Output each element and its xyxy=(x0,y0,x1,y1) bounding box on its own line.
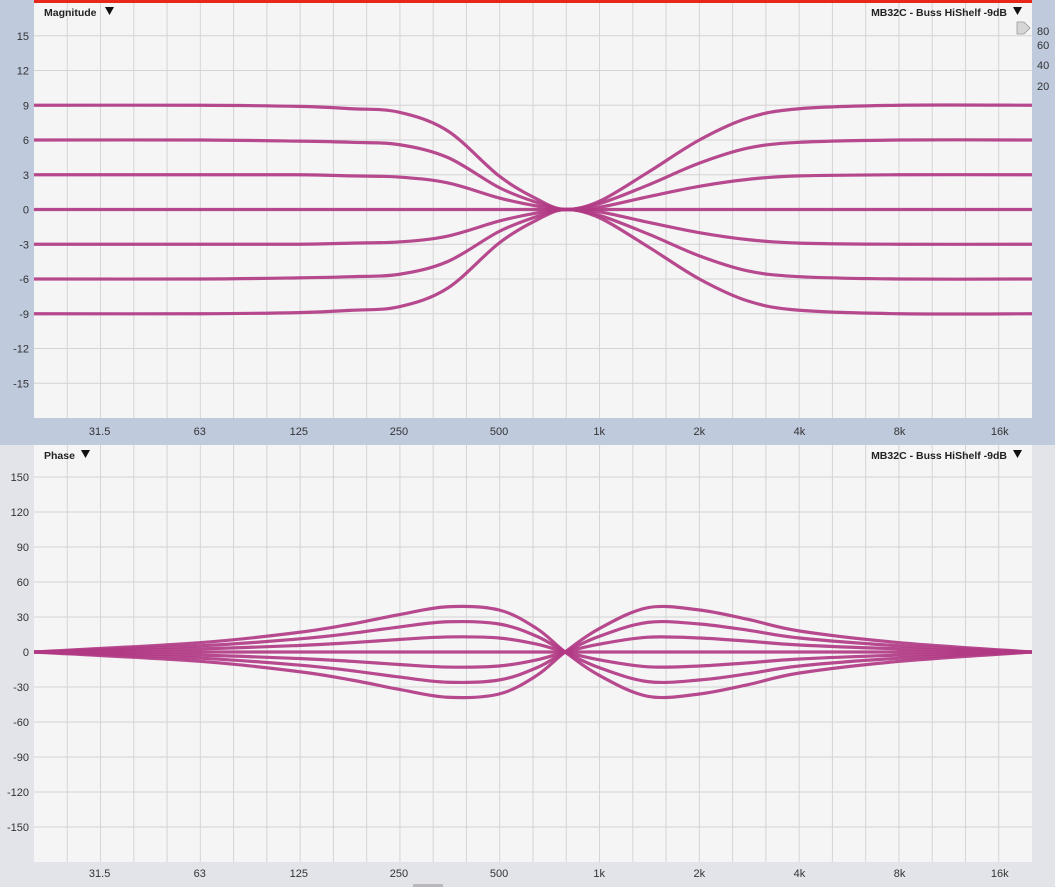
phase-series-line-6 xyxy=(34,604,1032,700)
x-tick-label: 125 xyxy=(290,426,308,438)
x-tick-label: 500 xyxy=(490,868,508,880)
x-tick-label: 2k xyxy=(694,868,706,880)
y-tick-label: 150 xyxy=(11,472,29,484)
y-tick-label: 15 xyxy=(17,31,29,43)
x-tick-label: 250 xyxy=(390,426,408,438)
y-tick-label: 30 xyxy=(17,612,29,624)
right-axis-tick-label: 60 xyxy=(1037,40,1049,52)
right-axis-tick-label: 40 xyxy=(1037,60,1049,72)
x-tick-label: 1k xyxy=(593,426,605,438)
limit-line xyxy=(34,0,1032,3)
magnitude-series-line-6 xyxy=(34,207,1032,316)
scrollbar-thumb[interactable] xyxy=(413,884,443,887)
y-tick-label: -120 xyxy=(7,787,29,799)
y-tick-label: 12 xyxy=(17,66,29,78)
y-tick-label: -6 xyxy=(19,274,29,286)
triangle-down-icon[interactable] xyxy=(81,450,90,458)
phase-series-line-2 xyxy=(34,635,1032,669)
phase-series-line-0 xyxy=(34,604,1032,700)
x-tick-label: 1k xyxy=(593,868,605,880)
x-tick-label: 250 xyxy=(390,868,408,880)
triangle-down-icon[interactable] xyxy=(1013,450,1022,458)
y-tick-label: 0 xyxy=(23,205,29,217)
triangle-right-icon[interactable] xyxy=(1016,21,1031,35)
x-tick-label: 500 xyxy=(490,426,508,438)
y-tick-label: -30 xyxy=(13,682,29,694)
x-tick-label: 2k xyxy=(694,426,706,438)
y-tick-label: 90 xyxy=(17,542,29,554)
x-tick-label: 8k xyxy=(894,868,906,880)
phase-trace-label[interactable]: MB32C - Buss HiShelf -9dB xyxy=(871,450,1007,462)
x-tick-label: 31.5 xyxy=(89,868,110,880)
right-axis-tick-label: 20 xyxy=(1037,81,1049,93)
y-tick-label: 60 xyxy=(17,577,29,589)
x-tick-label: 4k xyxy=(794,868,806,880)
right-axis-tick-label: 80 xyxy=(1037,26,1049,38)
x-tick-label: 63 xyxy=(194,868,206,880)
phase-series-line-1 xyxy=(34,619,1032,685)
y-tick-label: 3 xyxy=(23,170,29,182)
phase-panel: 150 120 90 60 30 0 -30 -60 -90 -120 -150 31.5 63 125 2… xyxy=(7,445,1032,880)
x-tick-label: 16k xyxy=(991,868,1009,880)
x-tick-label: 63 xyxy=(194,426,206,438)
phase-series-line-5 xyxy=(34,619,1032,685)
y-tick-label: -15 xyxy=(13,378,29,390)
triangle-down-icon[interactable] xyxy=(105,7,114,15)
y-tick-label: -9 xyxy=(19,309,29,321)
magnitude-trace-label[interactable]: MB32C - Buss HiShelf -9dB xyxy=(871,7,1007,19)
y-tick-label: 0 xyxy=(23,647,29,659)
triangle-down-icon[interactable] xyxy=(1013,7,1022,15)
y-tick-label: -3 xyxy=(19,239,29,251)
x-tick-label: 8k xyxy=(894,426,906,438)
x-tick-label: 31.5 xyxy=(89,426,110,438)
y-tick-label: 9 xyxy=(23,100,29,112)
y-tick-label: -150 xyxy=(7,822,29,834)
y-tick-label: -90 xyxy=(13,752,29,764)
phase-series-line-4 xyxy=(34,635,1032,669)
x-tick-label: 16k xyxy=(991,426,1009,438)
y-tick-label: 6 xyxy=(23,135,29,147)
magnitude-title[interactable]: Magnitude xyxy=(44,7,97,19)
y-tick-label: -60 xyxy=(13,717,29,729)
x-tick-label: 4k xyxy=(794,426,806,438)
y-tick-label: 120 xyxy=(11,507,29,519)
phase-title[interactable]: Phase xyxy=(44,450,75,462)
y-tick-label: -12 xyxy=(13,344,29,356)
x-tick-label: 125 xyxy=(290,868,308,880)
